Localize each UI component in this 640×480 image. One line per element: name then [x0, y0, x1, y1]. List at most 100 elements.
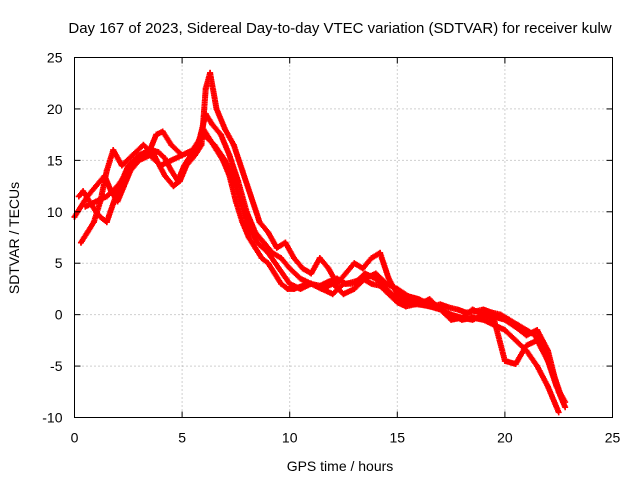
data-point: [491, 316, 498, 323]
data-point: [275, 265, 282, 272]
data-point: [351, 260, 358, 267]
data-point: [125, 167, 132, 174]
data-point: [512, 361, 519, 368]
data-point: [286, 280, 293, 287]
data-point: [252, 244, 259, 251]
data-point: [103, 219, 110, 226]
data-point: [114, 183, 121, 190]
data-point: [445, 304, 452, 311]
data-point: [230, 141, 237, 148]
data-point: [372, 270, 379, 277]
data-point: [136, 157, 143, 164]
data-point: [512, 323, 519, 330]
data-point: [140, 141, 147, 148]
data-point: [129, 152, 136, 159]
series-trace-d: [82, 131, 562, 416]
series-line: [78, 69, 568, 404]
x-tick-label: 15: [390, 430, 406, 446]
data-point: [523, 327, 530, 334]
data-point: [260, 239, 267, 246]
data-point: [501, 316, 508, 323]
data-point: [362, 270, 369, 277]
data-point: [469, 306, 476, 313]
data-point: [512, 337, 519, 344]
data-point: [383, 285, 390, 292]
data-point: [523, 347, 530, 354]
data-point: [189, 147, 196, 154]
y-tick-labels: -10 -5 0 5 10 15 20 25: [42, 50, 62, 426]
data-point: [316, 255, 323, 262]
data-point: [534, 337, 541, 344]
data-point: [232, 183, 239, 190]
data-point: [168, 167, 175, 174]
data-point: [176, 177, 183, 184]
data-point: [297, 275, 304, 282]
data-point: [82, 203, 89, 210]
data-point: [273, 244, 280, 251]
x-tick-label: 0: [71, 430, 79, 446]
y-axis-title: SDTVAR / TECUs: [6, 182, 22, 294]
data-point: [258, 255, 265, 262]
data-point: [340, 280, 347, 287]
data-point: [278, 255, 285, 262]
data-point: [454, 306, 461, 313]
data-point: [159, 128, 166, 135]
data-point: [284, 285, 291, 292]
data-point: [426, 296, 433, 303]
data-point: [351, 285, 358, 292]
data-point: [544, 383, 551, 390]
data-point: [243, 219, 250, 226]
data-point: [192, 152, 199, 159]
data-point: [501, 327, 508, 334]
data-point: [480, 316, 487, 323]
x-tick-label: 10: [282, 430, 298, 446]
data-point: [405, 296, 412, 303]
data-point: [553, 383, 560, 390]
data-point: [282, 239, 289, 246]
data-point: [308, 270, 315, 277]
data-point: [146, 152, 153, 159]
data-point: [372, 275, 379, 282]
x-tick-label: 25: [605, 430, 621, 446]
data-point: [562, 404, 569, 411]
data-point: [217, 131, 224, 138]
data-point: [265, 229, 272, 236]
data-point: [368, 280, 375, 287]
axis-ticks: [74, 57, 613, 418]
data-point: [200, 131, 207, 138]
data-point: [202, 85, 209, 92]
data-point: [278, 280, 285, 287]
data-point: [491, 321, 498, 328]
y-tick-label: -5: [50, 358, 63, 374]
data-point: [222, 126, 229, 133]
data-point: [480, 311, 487, 318]
y-tick-label: 15: [47, 152, 63, 168]
data-point: [207, 69, 214, 76]
data-point: [359, 265, 366, 272]
data-point: [271, 270, 278, 277]
series-trace-c: [77, 69, 569, 406]
data-point: [77, 239, 84, 246]
data-point: [340, 291, 347, 298]
data-point: [415, 301, 422, 308]
data-point: [168, 141, 175, 148]
data-point: [136, 152, 143, 159]
x-tick-label: 5: [178, 430, 186, 446]
data-point: [93, 198, 100, 205]
data-point: [239, 167, 246, 174]
data-point: [256, 219, 263, 226]
data-point: [209, 121, 216, 128]
plot-frame: [74, 57, 613, 418]
x-tick-labels: 0 5 10 15 20 25: [71, 430, 621, 446]
data-point: [80, 188, 87, 195]
data-point: [155, 149, 162, 156]
data-point: [458, 316, 465, 323]
data-point: [415, 296, 422, 303]
data-point: [213, 105, 220, 112]
data-point: [161, 172, 168, 179]
data-point: [534, 327, 541, 334]
data-point: [351, 280, 358, 287]
data-point: [254, 239, 261, 246]
y-tick-label: 5: [55, 255, 63, 271]
data-point: [211, 141, 218, 148]
